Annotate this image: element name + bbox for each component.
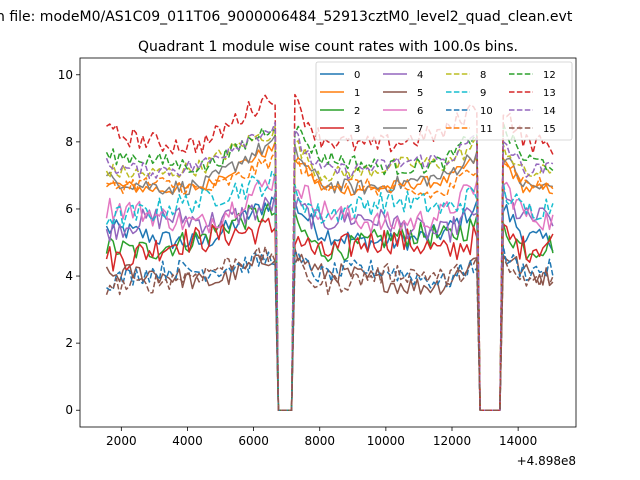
- y-tick-label: 8: [65, 135, 73, 149]
- series-line-8: [105, 125, 554, 411]
- chart-suptitle: n file: modeM0/AS1C09_011T06_9000006484_…: [0, 9, 573, 25]
- series-line-14: [105, 121, 554, 411]
- plot-frame: [79, 57, 577, 428]
- series-layer: [105, 93, 554, 411]
- legend-label-14: 14: [543, 106, 556, 117]
- legend-label-3: 3: [354, 124, 360, 135]
- y-tick-label: 0: [65, 403, 73, 417]
- x-tick-label: 4000: [172, 434, 203, 448]
- x-axis: 2000 4000 6000 8000 10000 12000 14000: [106, 427, 537, 448]
- y-tick-label: 6: [65, 202, 73, 216]
- x-tick-label: 14000: [499, 434, 537, 448]
- legend-label-15: 15: [543, 124, 556, 135]
- legend-label-11: 11: [480, 124, 493, 135]
- y-axis: 0 2 4 6 8 10: [58, 68, 80, 417]
- legend-frame: [315, 61, 573, 141]
- legend-label-6: 6: [417, 106, 423, 117]
- y-tick-label: 10: [58, 68, 73, 82]
- x-tick-label: 6000: [238, 434, 269, 448]
- x-offset-label: +4.898e8: [517, 454, 576, 468]
- x-tick-label: 8000: [304, 434, 335, 448]
- legend-label-12: 12: [543, 70, 556, 81]
- legend-label-0: 0: [354, 70, 360, 81]
- legend-label-5: 5: [417, 88, 423, 99]
- series-line-15: [105, 245, 554, 411]
- x-tick-label: 10000: [367, 434, 405, 448]
- legend-label-8: 8: [480, 70, 486, 81]
- legend-label-1: 1: [354, 88, 360, 99]
- legend-label-13: 13: [543, 88, 556, 99]
- x-tick-label: 12000: [433, 434, 471, 448]
- x-tick-label: 2000: [106, 434, 137, 448]
- legend-label-2: 2: [354, 106, 360, 117]
- legend-label-7: 7: [417, 124, 423, 135]
- y-tick-label: 2: [65, 336, 73, 350]
- legend-label-9: 9: [480, 88, 486, 99]
- legend-label-4: 4: [417, 70, 423, 81]
- legend-label-10: 10: [480, 106, 493, 117]
- series-line-13: [106, 93, 554, 411]
- chart-title: Quadrant 1 module wise count rates with …: [138, 39, 518, 55]
- y-tick-label: 4: [65, 269, 73, 283]
